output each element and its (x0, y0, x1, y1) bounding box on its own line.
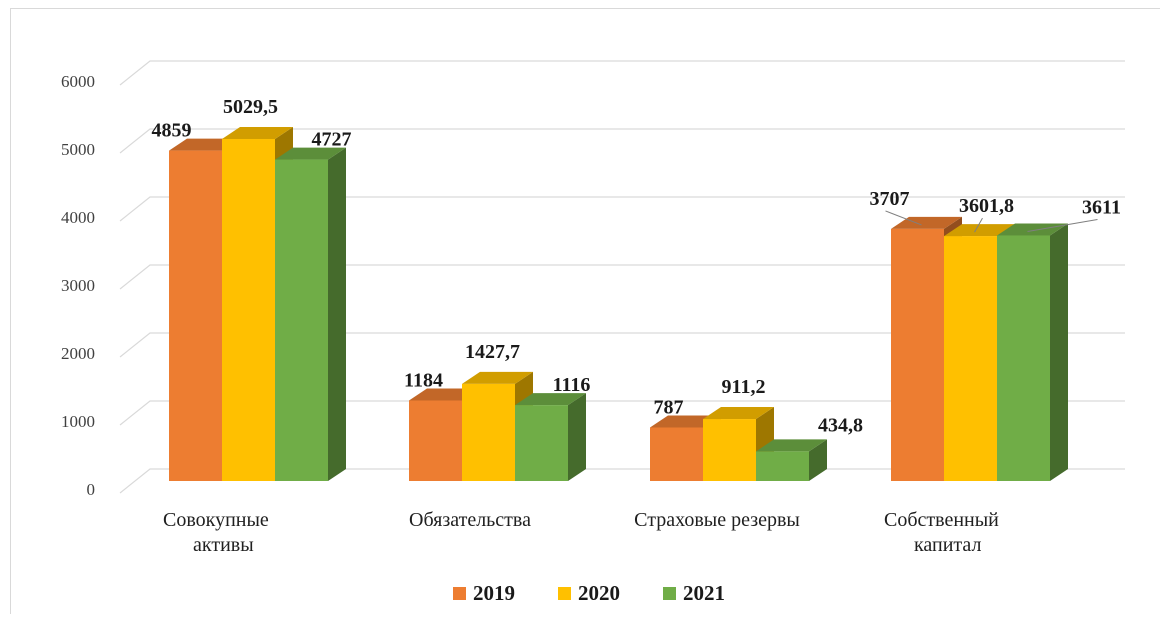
bar-front (275, 159, 328, 481)
gridlines (119, 60, 1125, 494)
legend-item-2019: 2019 (453, 581, 515, 605)
gridline-5000 (119, 128, 1125, 154)
bar-front (756, 451, 809, 481)
chart-frame (10, 8, 1160, 614)
y-tick-label: 6000 (61, 72, 95, 91)
bar-front (462, 383, 515, 481)
bar-front (409, 400, 462, 481)
bar-front (515, 405, 568, 481)
data-label-2019-2: 787 (654, 396, 684, 418)
y-tick-label: 4000 (61, 208, 95, 227)
bar-2020-2 (703, 407, 774, 481)
category-label-line: капитал (914, 534, 981, 556)
gridline-6000 (119, 60, 1125, 86)
bar-top (756, 439, 827, 452)
category-label-1: Обязательства (409, 509, 531, 531)
legend-swatch (453, 587, 466, 600)
category-label-line: активы (193, 534, 254, 556)
bar-side (568, 393, 586, 481)
gridline-1000 (119, 400, 1125, 426)
legend-label: 2019 (473, 581, 515, 605)
data-label-2020-0: 5029,5 (223, 96, 278, 118)
legend-swatch (663, 587, 676, 600)
bar-front (891, 228, 944, 481)
y-tick-label: 0 (87, 480, 96, 499)
bar-front (703, 419, 756, 481)
category-label-line: Страховые резервы (634, 509, 800, 531)
category-label-2: Страховые резервы (634, 509, 800, 531)
gridline-2000 (119, 332, 1125, 358)
category-label-0: Совокупные активы (163, 509, 269, 556)
data-label-leader (974, 217, 983, 233)
gridline-4000 (119, 196, 1125, 222)
bar-side (1050, 223, 1068, 481)
bar-top (703, 407, 774, 420)
bar-side (809, 439, 827, 481)
legend-swatch (558, 587, 571, 600)
data-label-2019-1: 1184 (404, 369, 443, 391)
bar-2021-1 (515, 393, 586, 481)
data-label-leader (885, 210, 922, 226)
category-label-3: Собственный капитал (884, 509, 999, 556)
legend-item-2020: 2020 (558, 581, 620, 605)
bar-front (169, 150, 222, 481)
legend-label: 2020 (578, 581, 620, 605)
bar-front (944, 236, 997, 481)
legend: 2019 2020 2021 (453, 581, 725, 605)
bar-side (328, 147, 346, 481)
bar-top (515, 393, 586, 406)
legend-label: 2021 (683, 581, 725, 605)
bar-top (462, 371, 533, 384)
bar-top (222, 126, 293, 139)
data-label-2021-3: 3611 (1082, 196, 1121, 218)
category-label-line: Обязательства (409, 509, 531, 531)
data-label-2020-3: 3601,8 (959, 195, 1014, 217)
data-label-2019-0: 4859 (152, 120, 192, 142)
y-tick-label: 2000 (61, 344, 95, 363)
category-labels: Совокупные активы Обязательства Страховые р… (163, 509, 999, 556)
y-tick-label: 5000 (61, 140, 95, 159)
data-label-2020-2: 911,2 (722, 376, 766, 398)
bars (169, 126, 1068, 481)
data-label-2019-3: 3707 (870, 188, 910, 210)
bar-top (275, 147, 346, 160)
category-label-line: Совокупные (163, 509, 269, 531)
data-label-2021-1: 1116 (553, 374, 591, 396)
data-label-2021-0: 4727 (312, 129, 352, 151)
y-tick-label: 3000 (61, 276, 95, 295)
data-label-2020-1: 1427,7 (465, 341, 520, 363)
bar-2021-3 (997, 223, 1068, 481)
bar-front (222, 138, 275, 481)
y-axis-ticks: 0 1000 2000 3000 4000 5000 6000 (61, 72, 95, 499)
bar-front (997, 235, 1050, 481)
gridline-3000 (119, 264, 1125, 290)
category-label-line: Собственный (884, 509, 999, 531)
legend-item-2021: 2021 (663, 581, 725, 605)
bar-top (944, 224, 1015, 237)
data-label-leader (1027, 218, 1098, 232)
bar-top (997, 223, 1068, 236)
data-labels: 4859 5029,5 4727 1184 1427,7 1116 787 911,2 434,… (152, 96, 1121, 436)
bar-2021-0 (275, 147, 346, 481)
bar-2021-2 (756, 439, 827, 481)
bar-front (650, 427, 703, 481)
data-label-2021-2: 434,8 (818, 414, 863, 436)
y-tick-label: 1000 (61, 412, 95, 431)
